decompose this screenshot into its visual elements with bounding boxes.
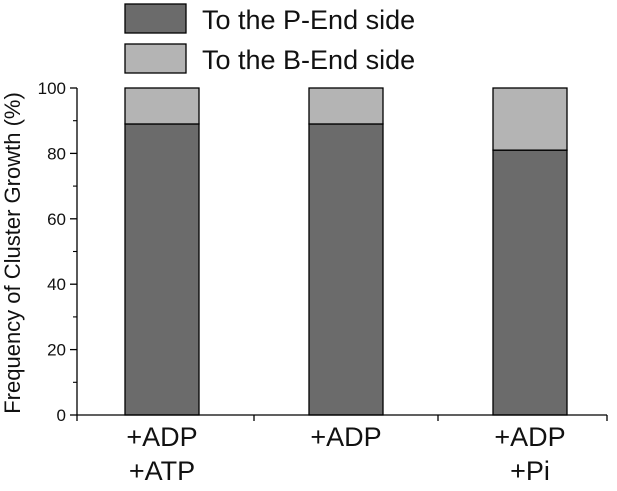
y-tick-label-100: 100 <box>38 79 66 98</box>
category-label-3-line-1: +ADP <box>494 422 565 452</box>
bar-segment-p-end-1 <box>124 123 200 416</box>
bar-segment-b-end-1 <box>124 87 200 125</box>
y-axis-title: Frequency of Cluster Growth (%) <box>0 92 25 414</box>
y-tick-label-40: 40 <box>47 275 66 294</box>
category-label-3-line-2: +Pi <box>510 456 550 486</box>
y-tick-label-20: 20 <box>47 341 66 360</box>
x-axis-labels: +ADP +ATP +ADP +ADP +Pi <box>126 422 565 486</box>
legend-label-2: To the B-End side <box>202 45 415 75</box>
legend: To the P-End side To the B-End side <box>124 3 415 75</box>
y-tick-label-80: 80 <box>47 144 66 163</box>
bars <box>124 87 568 416</box>
bar-segment-b-end-2 <box>308 87 384 125</box>
category-label-1-line-1: +ADP <box>126 422 197 452</box>
y-axis-ticks: 0 20 40 60 80 100 <box>38 79 608 425</box>
legend-swatch-2 <box>124 43 187 74</box>
category-label-2-line-1: +ADP <box>310 422 381 452</box>
bar-segment-p-end-3 <box>492 149 568 416</box>
y-tick-label-0: 0 <box>57 406 66 425</box>
bar-segment-p-end-2 <box>308 123 384 416</box>
legend-swatch-1 <box>124 3 187 34</box>
bar-segment-b-end-3 <box>492 87 568 151</box>
category-label-1-line-2: +ATP <box>129 456 195 486</box>
y-tick-label-60: 60 <box>47 210 66 229</box>
legend-label-1: To the P-End side <box>202 5 415 35</box>
